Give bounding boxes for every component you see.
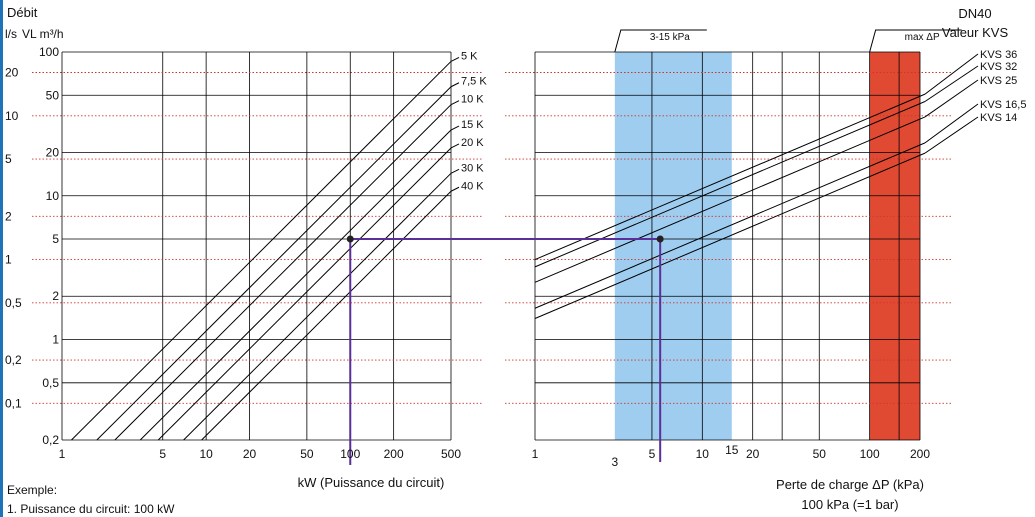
m3h-tick-7: 0,5 — [42, 376, 59, 390]
dp-tick-0: 1 — [532, 447, 539, 461]
power-tick-3: 20 — [243, 447, 257, 461]
dp-tick-1: 5 — [649, 447, 656, 461]
dt-curve-1 — [96, 86, 452, 441]
dt-leader-6 — [450, 186, 460, 192]
dp-tick-5: 100 — [860, 447, 880, 461]
dt-leader-0 — [450, 56, 460, 62]
dt-curve-3 — [139, 129, 452, 441]
dt-curve-2 — [114, 104, 452, 441]
kvs-label-1: KVS 32 — [980, 61, 1017, 73]
kvs-leader-3 — [924, 103, 979, 144]
dt-label-6: 40 K — [461, 180, 484, 192]
flow-axis-title: Débit — [7, 5, 38, 20]
kvs-leader-4 — [924, 116, 979, 154]
power-tick-4: 50 — [300, 447, 314, 461]
dp-tick-3: 20 — [746, 447, 760, 461]
kvs-label-2: KVS 25 — [980, 75, 1017, 87]
dt-leader-4 — [450, 143, 460, 149]
power-tick-7: 500 — [441, 447, 461, 461]
m3h-tick-6: 1 — [52, 333, 59, 347]
dt-leader-2 — [450, 100, 460, 106]
power-tick-1: 5 — [159, 447, 166, 461]
band-0 — [614, 52, 732, 440]
band-label-0: 3-15 kPa — [650, 32, 690, 43]
example-line-1: 1. Puissance du circuit: 100 kW — [7, 502, 175, 516]
m3h-axis-unit: VL m³/h — [22, 27, 64, 41]
ls-tick-4: 1 — [5, 253, 12, 267]
kvs-curve-3 — [534, 142, 926, 309]
example-point-pressure — [656, 235, 664, 243]
dt-label-2: 10 K — [461, 94, 484, 106]
dp-marker-tick-0: 3 — [611, 455, 618, 469]
band-leader-0 — [614, 29, 707, 53]
dp-tick-4: 50 — [813, 447, 827, 461]
dt-leader-1 — [450, 82, 460, 88]
kvs-label-3: KVS 16,5 — [980, 99, 1026, 111]
dt-label-5: 30 K — [461, 162, 484, 174]
band-label-1: max ΔP — [905, 32, 940, 43]
dt-curve-4 — [157, 147, 452, 441]
ls-axis-unit: l/s — [5, 27, 17, 41]
power-tick-2: 10 — [199, 447, 213, 461]
kvs-label-4: KVS 14 — [980, 112, 1017, 124]
m3h-tick-4: 5 — [52, 232, 59, 246]
ls-tick-7: 0,1 — [5, 396, 22, 410]
m3h-tick-2: 20 — [46, 145, 60, 159]
dp-tick-6: 200 — [910, 447, 930, 461]
left-accent-bar — [0, 0, 3, 517]
ls-tick-2: 5 — [5, 152, 12, 166]
ls-tick-5: 0,5 — [5, 296, 22, 310]
ls-tick-0: 20 — [5, 66, 19, 80]
dt-leader-3 — [450, 125, 460, 131]
power-tick-5: 100 — [340, 447, 360, 461]
m3h-tick-0: 100 — [39, 45, 59, 59]
dt-leader-5 — [450, 168, 460, 174]
kvs-leader-2 — [924, 79, 979, 118]
kvs-label-0: KVS 36 — [980, 49, 1017, 61]
pressure-axis-label: Perte de charge ΔP (kPa) — [776, 477, 924, 492]
dt-curve-0 — [71, 61, 452, 441]
ls-tick-3: 2 — [5, 209, 12, 223]
dt-label-4: 20 K — [461, 137, 484, 149]
m3h-tick-1: 50 — [46, 88, 60, 102]
kvs-leader-1 — [924, 65, 979, 102]
kvs-curve-2 — [534, 116, 926, 283]
dn-title: DN40 — [958, 6, 991, 21]
example-path — [349, 238, 662, 465]
m3h-tick-3: 10 — [46, 189, 60, 203]
ls-tick-6: 0,2 — [5, 353, 22, 367]
band-leader-1 — [869, 29, 962, 53]
m3h-tick-8: 0,2 — [42, 433, 59, 447]
dp-marker-tick-1: 15 — [725, 443, 739, 457]
kvs-curve-0 — [534, 93, 926, 261]
kvs-subtitle: Valeur KVS — [942, 25, 1009, 40]
ls-tick-1: 10 — [5, 109, 19, 123]
dt-label-1: 7,5 K — [461, 76, 487, 88]
kvs-leader-0 — [924, 53, 979, 95]
kvs-curve-4 — [534, 152, 926, 319]
pressure-axis-note: 100 kPa (=1 bar) — [801, 497, 898, 512]
dt-curve-6 — [201, 190, 452, 441]
m3h-tick-5: 2 — [52, 289, 59, 303]
band-1 — [869, 52, 920, 440]
power-tick-0: 1 — [59, 447, 66, 461]
dt-label-3: 15 K — [461, 119, 484, 131]
dp-tick-2: 10 — [696, 447, 710, 461]
example-title: Exemple: — [7, 483, 57, 497]
power-tick-6: 200 — [384, 447, 404, 461]
example-point-power — [346, 235, 354, 243]
power-axis-label: kW (Puissance du circuit) — [298, 475, 445, 490]
dt-label-0: 5 K — [461, 50, 478, 62]
dt-curve-5 — [183, 172, 452, 441]
